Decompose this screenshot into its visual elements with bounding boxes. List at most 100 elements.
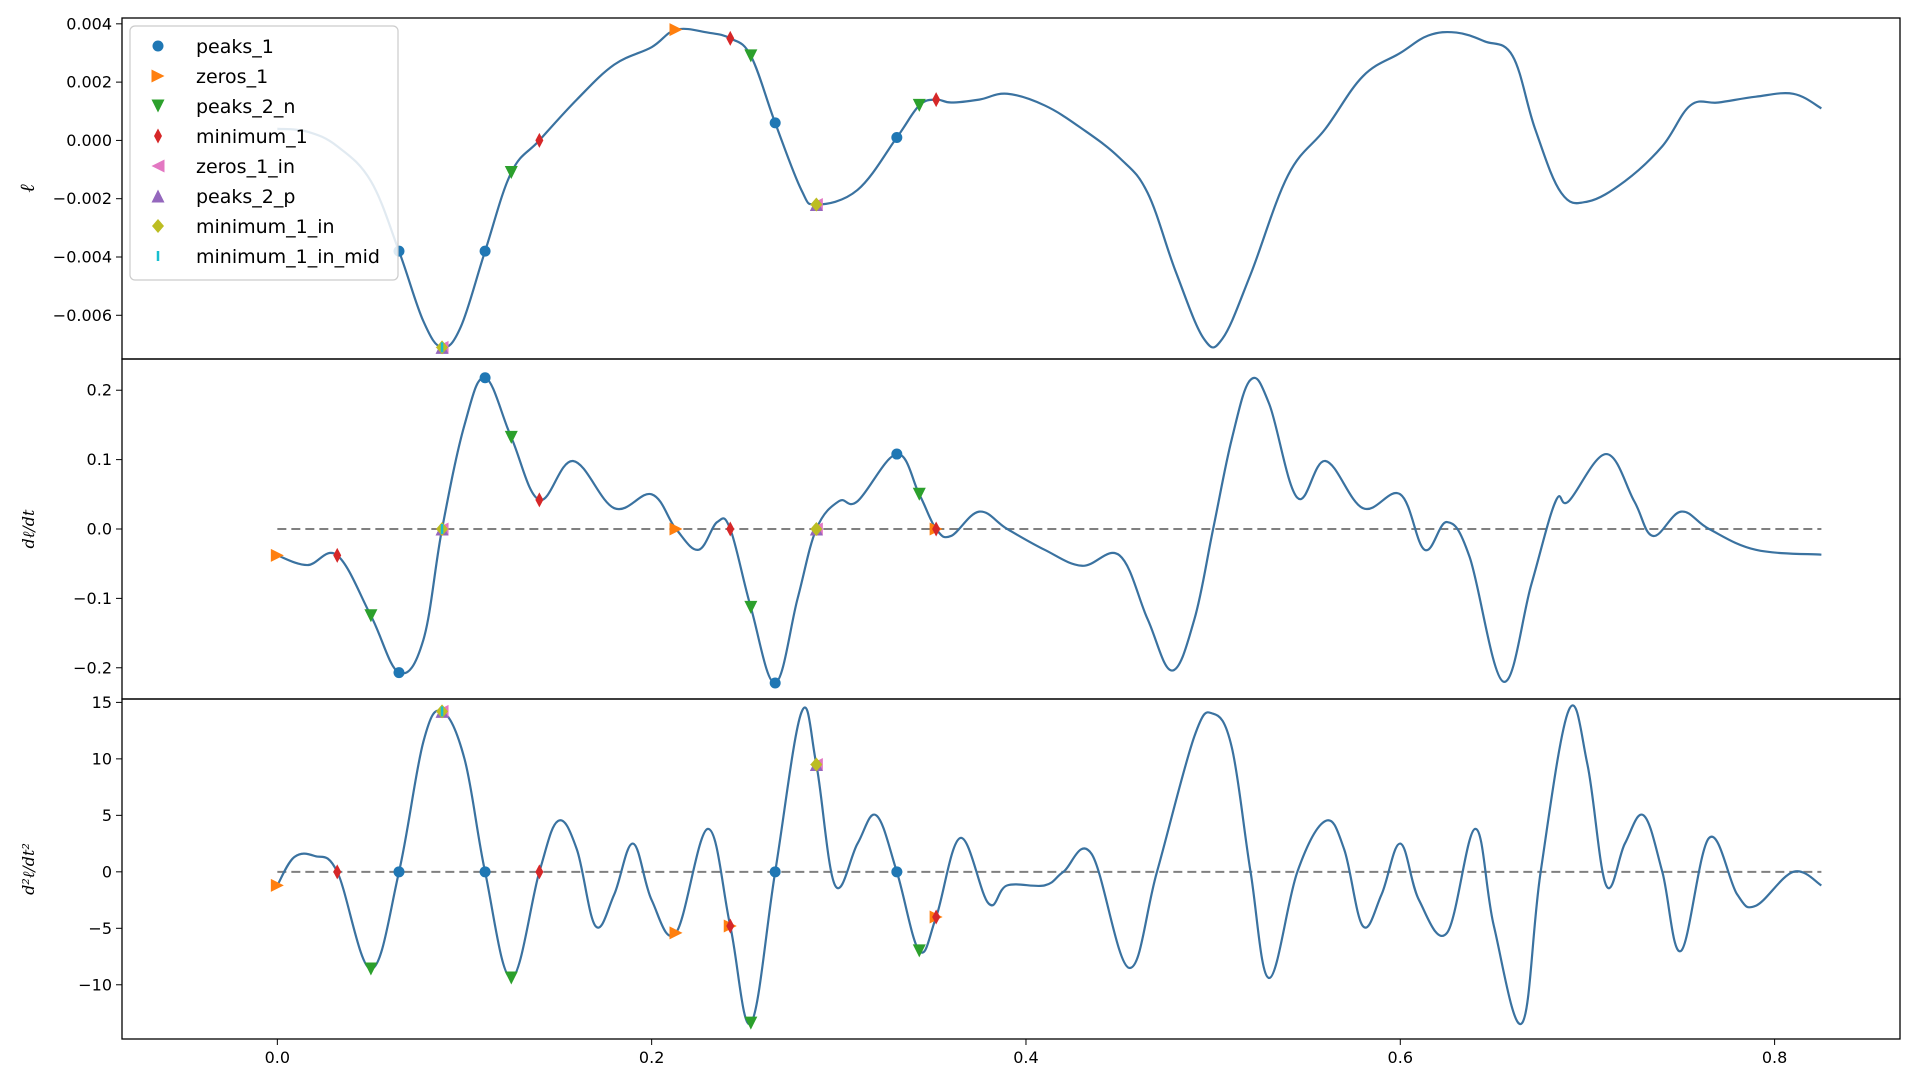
markers [270, 704, 943, 1030]
legend-box [129, 25, 399, 281]
y-tick-label: −0.2 [73, 658, 112, 677]
marker-minimum_1_in [810, 757, 823, 772]
marker-minimum_1 [726, 521, 735, 537]
marker-peaks_1 [479, 245, 491, 257]
marker-peaks_2_n [504, 971, 518, 985]
series-line-d2ell [276, 704, 1822, 1026]
panels: 0.004 0.002 0.000 −0.002 −0.004 −0.006 ℓ 0.2 0.1… [15, 14, 1901, 1067]
marker-peaks_2_n [912, 487, 926, 501]
legend-entry-peaks_2_n: peaks_2_n [151, 96, 295, 118]
legend-marker-peaks_2_n [151, 99, 165, 113]
legend-label: zeros_1_in [196, 156, 295, 178]
marker-minimum_1 [932, 909, 941, 925]
x-tick-label: 0.4 [1013, 1048, 1038, 1067]
panel-ell: 0.004 0.002 0.000 −0.002 −0.004 −0.006 ℓ [15, 14, 1901, 360]
marker-minimum_1 [333, 547, 342, 563]
marker-minimum_1 [726, 30, 735, 46]
legend-label: peaks_2_n [196, 96, 295, 118]
legend-label: minimum_1_in [196, 216, 335, 238]
y-axis-label: ℓ [15, 184, 39, 193]
marker-peaks_1 [769, 117, 781, 129]
y-tick-label: −0.1 [73, 589, 112, 608]
marker-peaks_1 [393, 667, 405, 679]
legend-label: zeros_1 [196, 66, 268, 88]
marker-minimum_1 [932, 92, 941, 108]
x-tick-label: 0.6 [1388, 1048, 1413, 1067]
legend-marker-peaks_1 [152, 40, 164, 52]
marker-peaks_1 [769, 677, 781, 689]
marker-peaks_1 [769, 866, 781, 878]
marker-peaks_1 [891, 131, 903, 143]
y-axis-label: d²ℓ/dt² [19, 843, 38, 895]
legend-entry-peaks_2_p: peaks_2_p [151, 186, 295, 208]
x-tick-label: 0.2 [639, 1048, 664, 1067]
series-line-ell [277, 27, 1822, 349]
y-tick-label: −0.004 [53, 247, 112, 266]
legend-marker-zeros_1_in [151, 159, 165, 173]
marker-zeros_1 [669, 23, 683, 37]
markers [393, 23, 941, 355]
marker-zeros_1 [270, 878, 284, 892]
marker-minimum_1 [932, 521, 941, 537]
marker-peaks_2_n [912, 98, 926, 112]
legend: peaks_1 zeros_1 peaks_2_n minimum_1 zeros_1_… [129, 25, 399, 281]
panel-d2ell: 15 10 5 0 −5 −10 d²ℓ/dt² 0.0 0.2 0.4 0.6 0.8 [19, 693, 1901, 1067]
y-tick-label: 0.1 [87, 450, 112, 469]
marker-peaks_1 [393, 866, 405, 878]
marker-zeros_1 [270, 548, 284, 562]
legend-entry-peaks_1: peaks_1 [152, 36, 274, 58]
axes-frame [121, 698, 1901, 1040]
marker-peaks_2_n [912, 944, 926, 958]
markers [270, 372, 943, 689]
y-tick-label: 0 [102, 862, 112, 881]
y-tick-label: 0.000 [66, 131, 112, 150]
y-tick-label: −10 [78, 975, 112, 994]
x-tick-label: 0.8 [1762, 1048, 1787, 1067]
marker-minimum_1 [535, 492, 544, 508]
y-tick-label: −0.006 [53, 306, 112, 325]
series-line-dell [276, 376, 1822, 685]
marker-peaks_2_n [744, 600, 758, 614]
marker-peaks_1 [479, 866, 491, 878]
y-tick-label: 0.0 [87, 520, 112, 539]
y-tick-label: 10 [92, 749, 112, 768]
marker-peaks_2_n [364, 609, 378, 623]
legend-entry-zeros_1_in: zeros_1_in [151, 156, 295, 178]
y-axis-label: dℓ/dt [19, 509, 38, 549]
legend-label: minimum_1_in_mid [196, 246, 380, 268]
marker-peaks_2_n [504, 165, 518, 179]
y-tick-label: −5 [88, 919, 112, 938]
marker-peaks_2_n [504, 430, 518, 444]
marker-minimum_1 [535, 132, 544, 148]
y-tick-label: 0.002 [66, 73, 112, 92]
marker-peaks_1 [891, 866, 903, 878]
legend-marker-peaks_2_p [151, 189, 165, 203]
legend-entry-minimum_1: minimum_1 [154, 126, 308, 148]
y-tick-label: 5 [102, 806, 112, 825]
y-tick-label: 0.2 [87, 381, 112, 400]
legend-label: peaks_1 [196, 36, 274, 58]
marker-peaks_2_n [364, 962, 378, 976]
marker-zeros_1 [669, 926, 683, 940]
marker-peaks_1 [479, 372, 491, 384]
marker-minimum_1 [535, 864, 544, 880]
legend-label: peaks_2_p [196, 186, 295, 208]
legend-entry-minimum_1_in_mid: minimum_1_in_mid [156, 246, 380, 268]
y-tick-label: 15 [92, 693, 112, 712]
marker-zeros_1 [669, 522, 683, 536]
y-tick-label: 0.004 [66, 14, 112, 33]
marker-peaks_1 [891, 448, 903, 460]
legend-marker-zeros_1 [151, 69, 165, 83]
marker-minimum_1_in [810, 197, 823, 212]
legend-marker-minimum_1 [154, 128, 162, 144]
marker-minimum_1_in [810, 522, 823, 536]
marker-minimum_1 [333, 864, 342, 880]
marker-peaks_2_n [744, 49, 758, 63]
legend-entry-minimum_1_in: minimum_1_in [152, 216, 335, 238]
marker-peaks_2_n [744, 1016, 758, 1030]
legend-label: minimum_1 [196, 126, 308, 148]
legend-marker-minimum_1_in [152, 219, 164, 233]
y-tick-label: −0.002 [53, 189, 112, 208]
marker-minimum_1 [726, 918, 735, 934]
